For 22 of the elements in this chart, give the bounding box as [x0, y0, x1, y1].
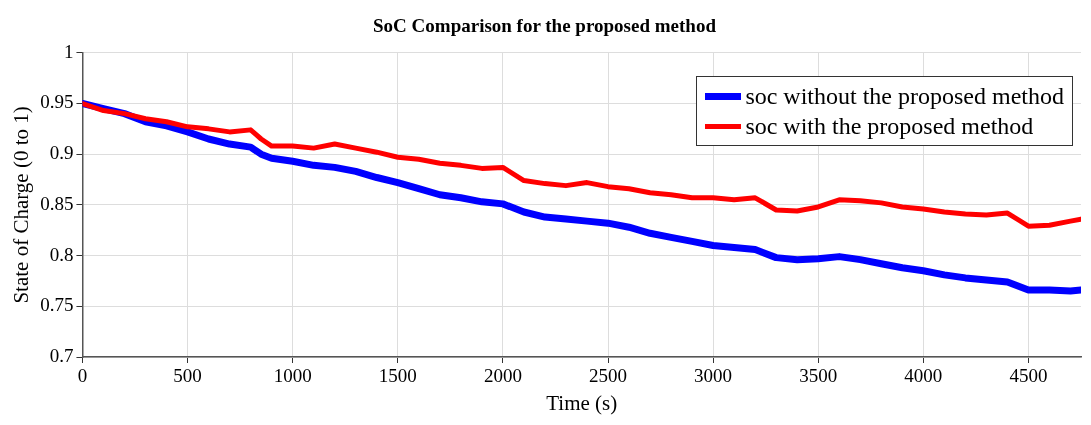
y-tick-label: 0.75 [40, 294, 74, 316]
x-tick-label: 4500 [1009, 365, 1048, 387]
y-tick-label: 1 [63, 40, 74, 62]
x-tick-label: 1500 [378, 365, 417, 387]
y-tick-label: 0.9 [49, 142, 74, 164]
legend-label: soc with the proposed method [745, 112, 1034, 141]
x-tick-label: 2500 [589, 365, 627, 387]
x-tick-label: 3000 [694, 365, 733, 387]
chart-title: SoC Comparison for the proposed method [373, 15, 717, 37]
y-axis-title: State of Charge (0 to 1) [9, 106, 34, 304]
x-tick-label: 0 [77, 365, 88, 387]
x-tick-label: 1000 [273, 365, 312, 387]
legend-label: soc without the proposed method [745, 82, 1064, 111]
y-tick-label: 0.7 [49, 344, 74, 366]
x-tick-label: 2000 [483, 365, 522, 387]
y-tick-label: 0.95 [40, 91, 74, 113]
y-tick-label: 0.8 [49, 243, 74, 265]
x-tick-label: 3500 [799, 365, 838, 387]
x-tick-label: 500 [173, 365, 202, 387]
y-tick-label: 0.85 [40, 192, 74, 214]
x-axis-title: Time (s) [546, 390, 618, 415]
x-tick-label: 4000 [904, 365, 943, 387]
